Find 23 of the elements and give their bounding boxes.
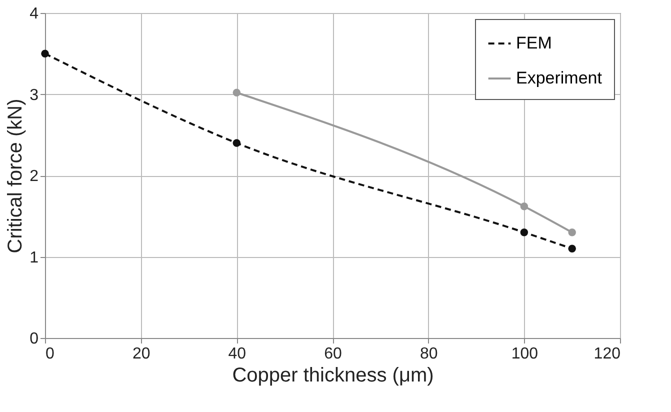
- y-tick-label: 3: [30, 86, 39, 104]
- point: [520, 228, 528, 236]
- legend-label: Experiment: [516, 68, 602, 88]
- x-tick-label: 80: [420, 346, 438, 362]
- point: [232, 139, 241, 147]
- x-tick-label: 120: [594, 346, 621, 362]
- point: [41, 50, 49, 58]
- legend-label: FEM: [516, 34, 552, 52]
- y-tick-label: 2: [30, 168, 39, 185]
- point: [520, 202, 528, 210]
- point: [568, 228, 576, 236]
- x-tick-label: 100: [511, 346, 538, 362]
- point: [232, 88, 241, 96]
- x-tick-label: 20: [132, 346, 150, 362]
- x-tick-label: 60: [324, 346, 342, 362]
- point: [568, 244, 576, 252]
- y-tick-label: 0: [30, 330, 39, 348]
- y-axis-title: Critical force (kN): [4, 98, 27, 254]
- x-tick-label: 40: [228, 346, 246, 362]
- y-tick-label: 1: [30, 249, 39, 266]
- y-tick-label: 4: [30, 6, 39, 22]
- x-tick-label: 0: [46, 346, 54, 362]
- x-axis-title: Copper thickness (μm): [232, 364, 434, 386]
